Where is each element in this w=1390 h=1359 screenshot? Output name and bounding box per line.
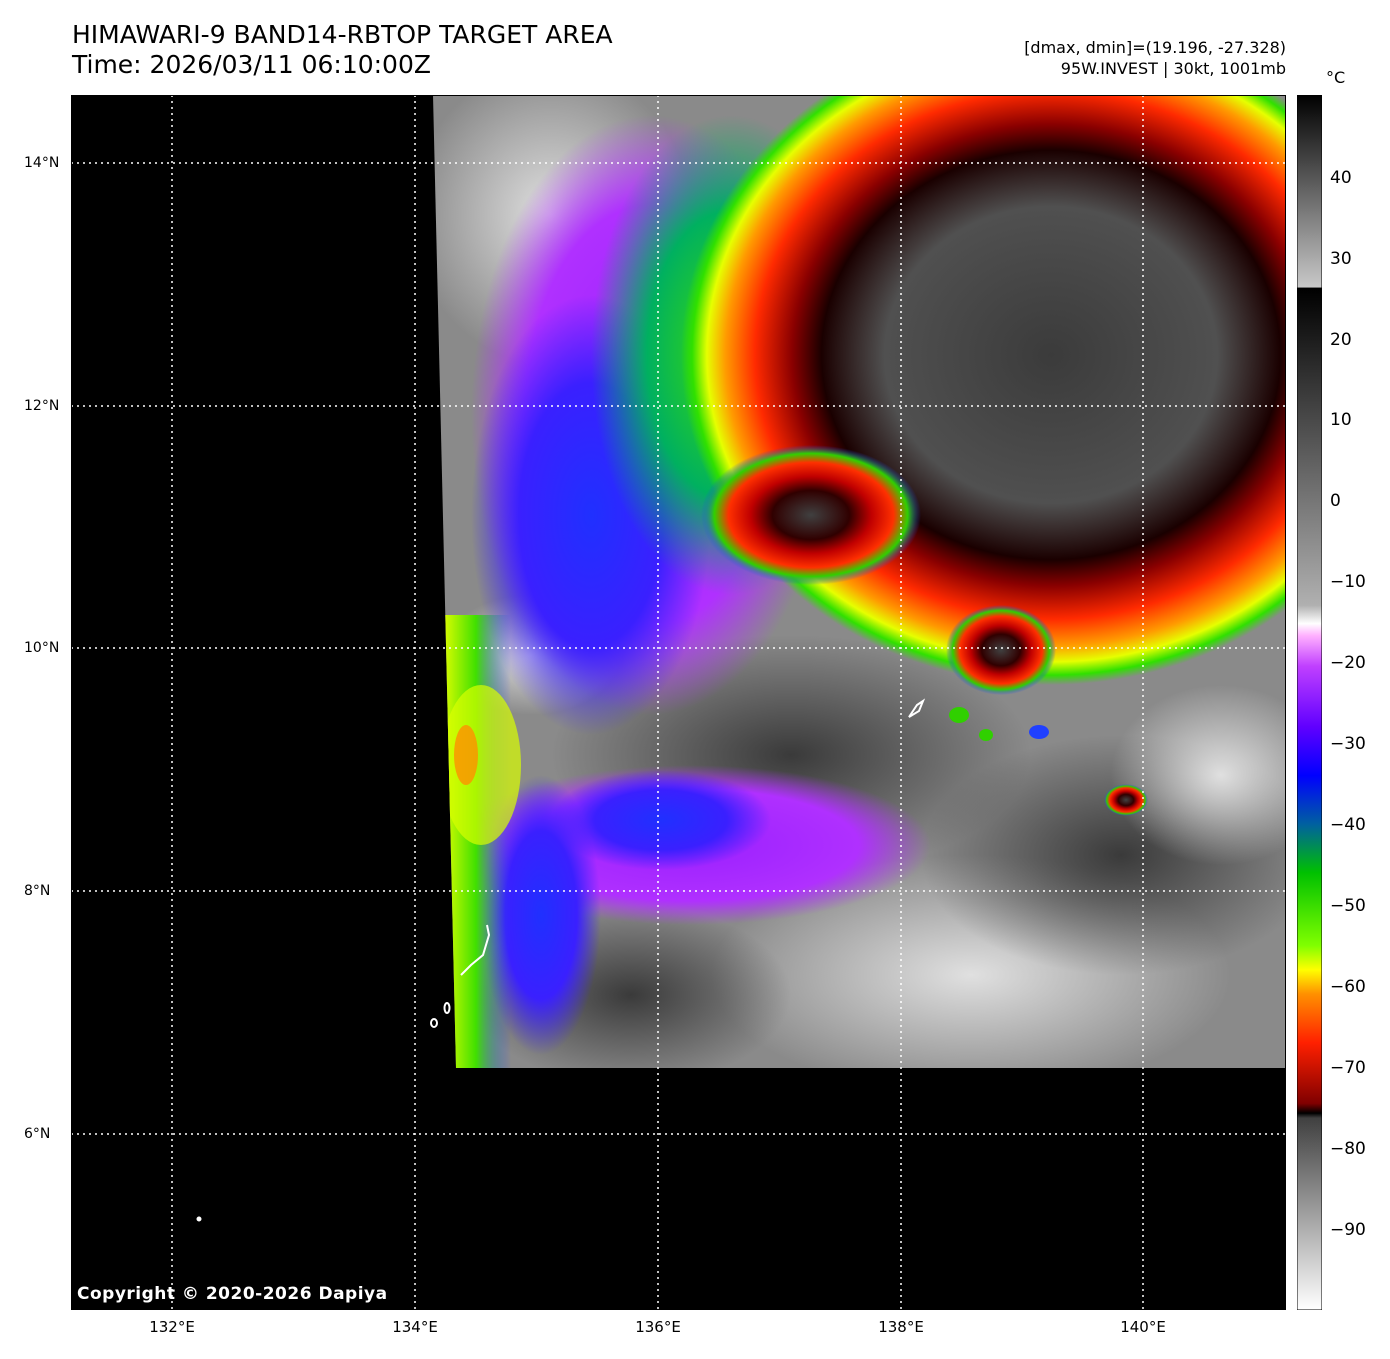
lon-tick-label: 136°E — [635, 1318, 681, 1336]
lat-tick-label: 6°N — [24, 1126, 51, 1142]
lon-tick-label: 132°E — [149, 1318, 195, 1336]
lon-tick-label: 138°E — [878, 1318, 924, 1336]
storm-text: 95W.INVEST | 30kt, 1001mb — [1060, 59, 1286, 78]
colorbar-tick-label: −50 — [1330, 896, 1366, 916]
satellite-map — [71, 95, 1286, 1310]
colorbar-tick-label: 10 — [1330, 410, 1352, 430]
colorbar-unit: °C — [1326, 68, 1346, 87]
graticule — [71, 95, 1286, 1310]
colorbar-tick-label: 20 — [1330, 330, 1352, 350]
chart-title: HIMAWARI-9 BAND14-RBTOP TARGET AREA Time… — [72, 20, 613, 80]
colorbar-tick-label: −60 — [1330, 977, 1366, 997]
storm-info: [dmax, dmin]=(19.196, -27.328) 95W.INVES… — [1024, 37, 1286, 79]
copyright-text: Copyright © 2020-2026 Dapiya — [77, 1284, 388, 1304]
lat-tick-label: 10°N — [24, 640, 60, 656]
colorbar-tick-label: 40 — [1330, 168, 1352, 188]
colorbar-tick-label: −10 — [1330, 572, 1366, 592]
colorbar-tick-label: −70 — [1330, 1058, 1366, 1078]
title-line-time: Time: 2026/03/11 06:10:00Z — [72, 50, 431, 79]
colorbar-tick-label: −80 — [1330, 1139, 1366, 1159]
title-line-product: HIMAWARI-9 BAND14-RBTOP TARGET AREA — [72, 20, 613, 49]
lat-tick-label: 14°N — [24, 155, 60, 171]
colorbar-tick-label: −40 — [1330, 815, 1366, 835]
value-range-text: [dmax, dmin]=(19.196, -27.328) — [1024, 38, 1286, 57]
colorbar-tick-label: −30 — [1330, 734, 1366, 754]
colorbar-tick-label: 0 — [1330, 491, 1341, 511]
lat-tick-label: 8°N — [24, 883, 51, 899]
lon-tick-label: 140°E — [1120, 1318, 1166, 1336]
coastlines — [196, 698, 926, 1222]
lon-tick-label: 134°E — [392, 1318, 438, 1336]
colorbar-tick-label: −20 — [1330, 653, 1366, 673]
satellite-swath — [433, 95, 1286, 1068]
colorbar-tick-label: −90 — [1330, 1220, 1366, 1240]
colorbar-tick-label: 30 — [1330, 249, 1352, 269]
lat-tick-label: 12°N — [24, 398, 60, 414]
colorbar — [1297, 95, 1322, 1310]
